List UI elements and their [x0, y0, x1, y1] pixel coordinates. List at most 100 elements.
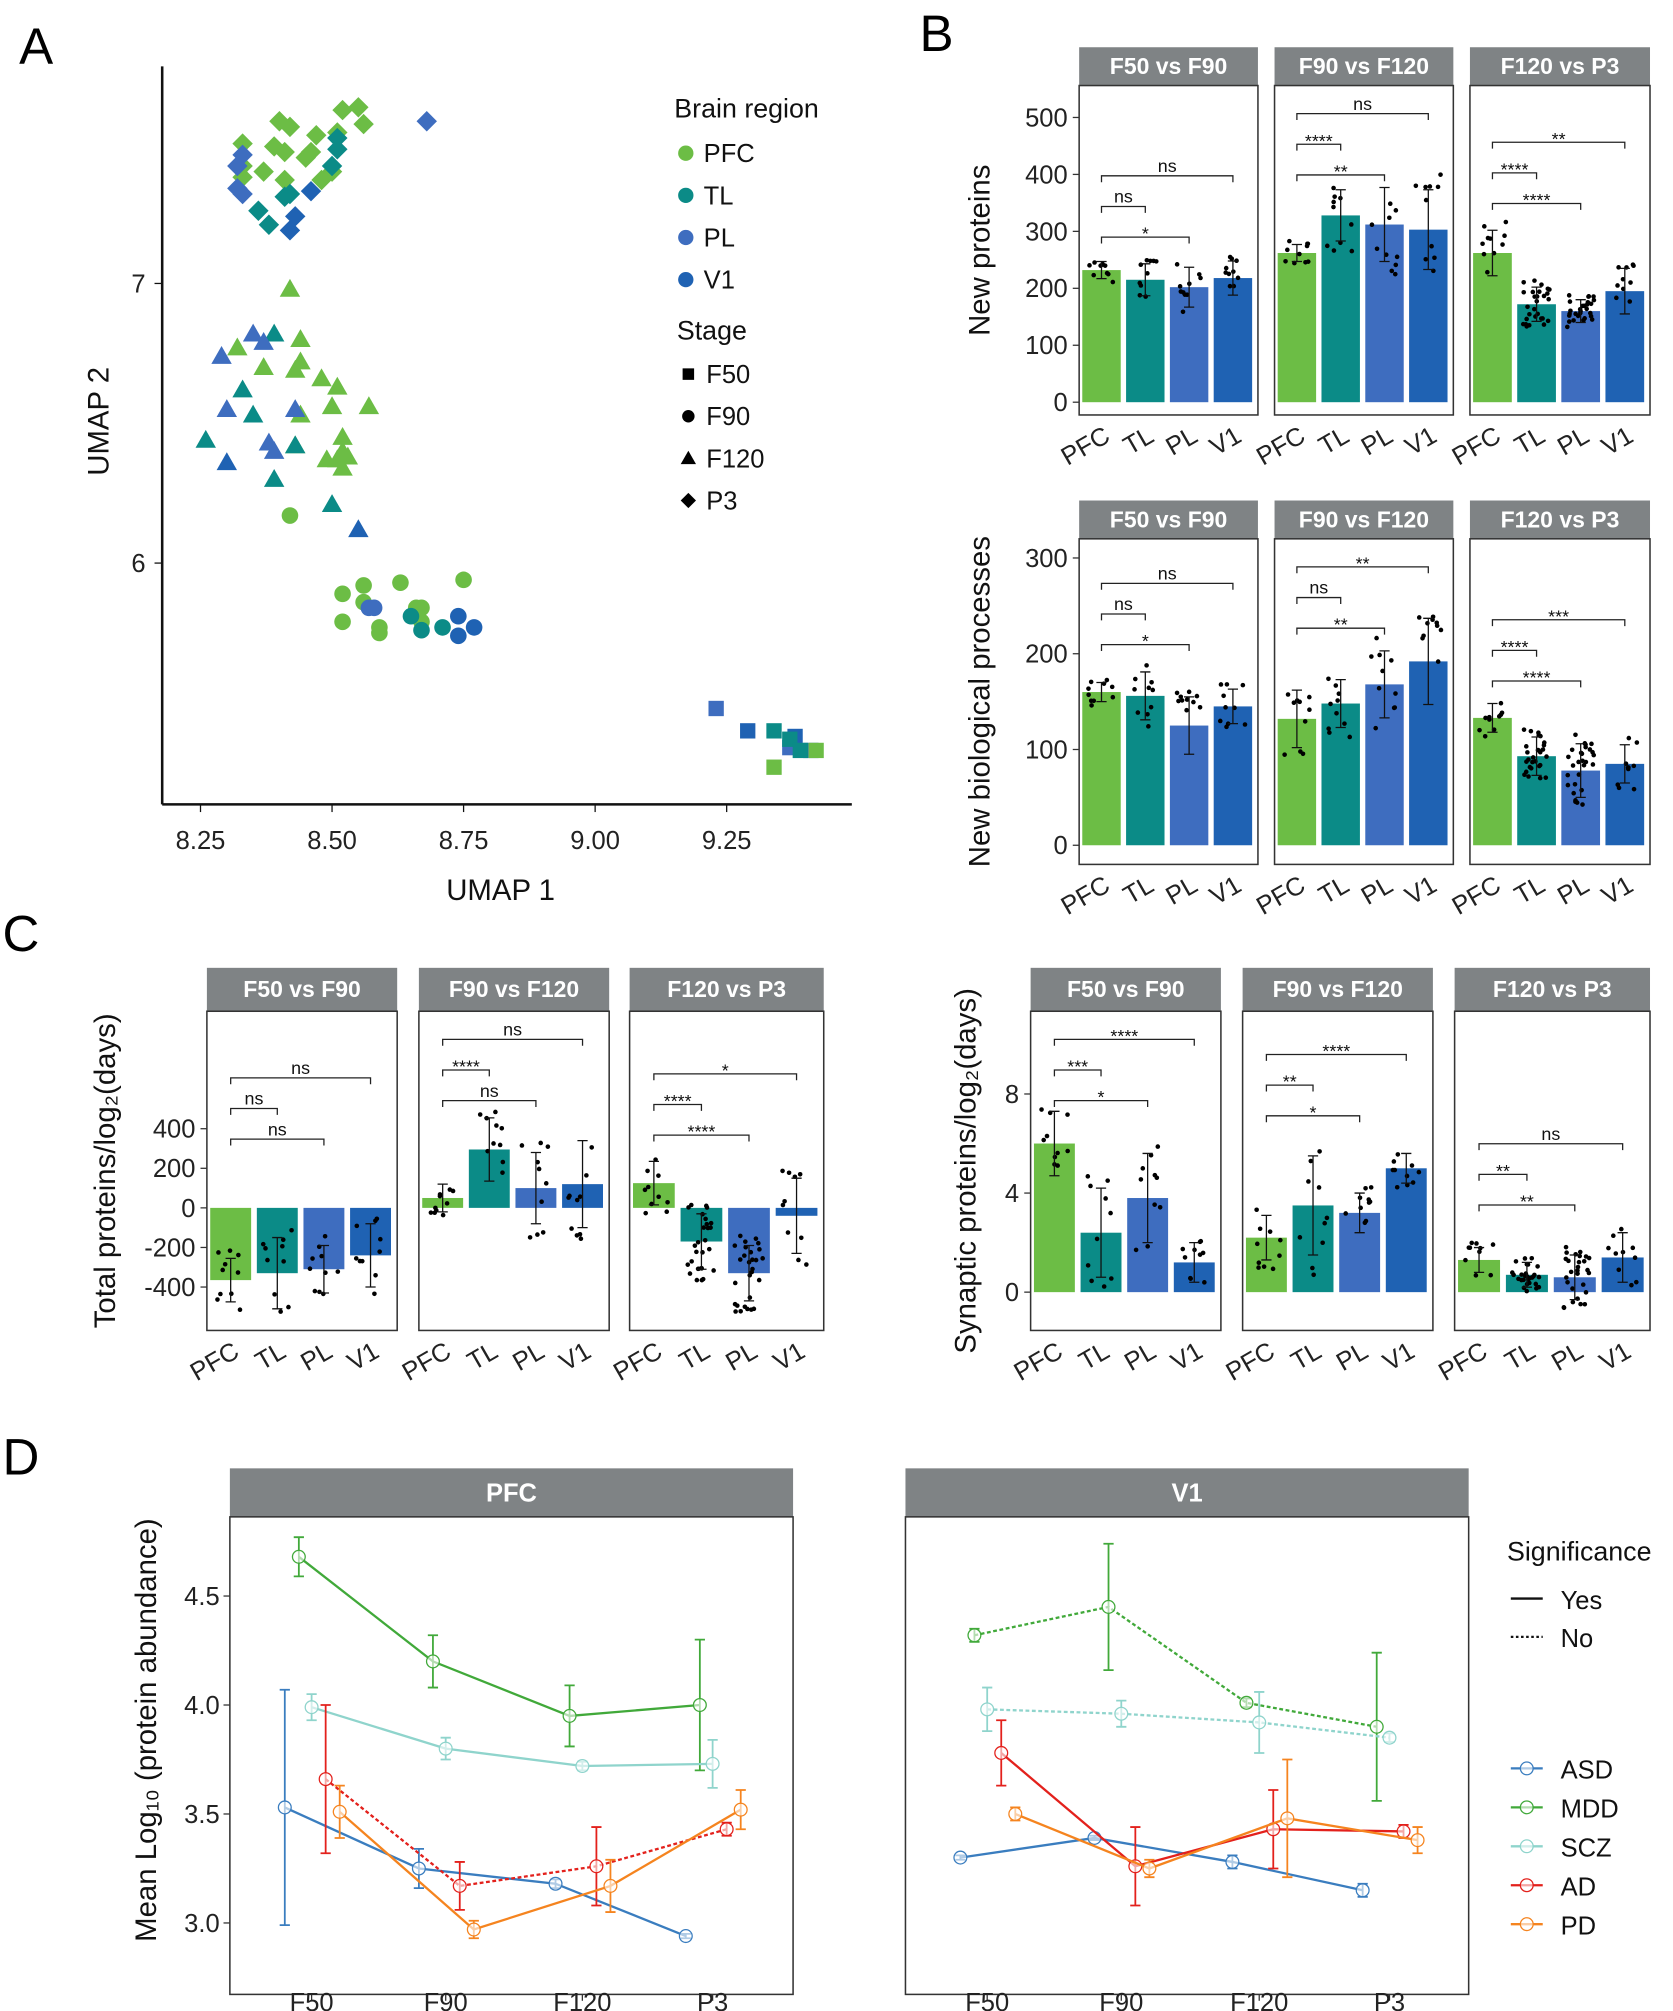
sample-dot: [1196, 272, 1202, 277]
sample-dot: [1513, 1259, 1519, 1264]
sample-dot: [1041, 1137, 1046, 1143]
data-point: [291, 1549, 306, 1564]
sample-dot: [1217, 718, 1223, 724]
sample-dot: [1529, 1255, 1535, 1261]
category-label: TL: [1510, 421, 1550, 460]
legend-label: SCZ: [1561, 1835, 1612, 1863]
sample-dot: [574, 1197, 580, 1203]
sample-dot: [1221, 693, 1226, 699]
sample-dot: [760, 1256, 765, 1261]
sample-dot: [1331, 185, 1336, 191]
sample-dot: [1349, 222, 1354, 227]
error-bar: [1261, 1214, 1272, 1261]
sample-dot: [1150, 687, 1156, 693]
sample-dot: [1537, 762, 1543, 768]
sample-dot: [1575, 1296, 1580, 1301]
sample-dot: [1580, 758, 1585, 764]
sample-dot: [1307, 694, 1312, 700]
sample-dot: [1177, 284, 1183, 289]
category-label: PFC: [1221, 1337, 1279, 1387]
series-line: [960, 1836, 1363, 1892]
sample-dot: [280, 1243, 285, 1249]
y-tick-label: -400: [144, 1274, 195, 1302]
data-point: [281, 507, 299, 524]
sample-dot: [1531, 1274, 1536, 1279]
sample-dot: [229, 1291, 234, 1297]
sample-dot: [1282, 752, 1287, 757]
series-ad: [318, 1704, 734, 1911]
sample-dot: [643, 1210, 648, 1216]
significance-bracket: [1100, 175, 1234, 183]
data-point: [321, 155, 343, 177]
error-bar: [272, 1236, 283, 1310]
sample-dot: [733, 1309, 738, 1314]
data-point: [353, 113, 374, 135]
error-bar: [1096, 681, 1107, 703]
sample-dot: [1575, 1264, 1581, 1270]
sample-dot: [1530, 289, 1536, 295]
sample-dot: [1435, 184, 1441, 190]
facet: F120 vs P3 ** ** ns PFC TL PL V1: [1434, 967, 1651, 1387]
sample-dot: [1527, 1280, 1532, 1286]
sample-dot: [1485, 269, 1490, 275]
sample-dot: [1463, 1257, 1468, 1263]
sample-dot: [1138, 1177, 1144, 1182]
legend-label: Yes: [1561, 1587, 1603, 1615]
sample-dot: [780, 1202, 786, 1208]
sample-dot: [307, 1266, 313, 1272]
significance-label: ns: [1309, 578, 1328, 598]
data-point: [1239, 1695, 1254, 1710]
sample-dot: [1563, 1244, 1569, 1250]
sample-dot: [1218, 682, 1224, 687]
sample-dot: [1469, 1240, 1475, 1246]
sample-dot: [1180, 1246, 1186, 1252]
sample-dot: [1579, 787, 1584, 793]
sample-dot: [578, 1236, 584, 1242]
sample-dot: [692, 1243, 698, 1248]
error-bar: [1531, 286, 1542, 322]
sample-dot: [1613, 1251, 1619, 1256]
sample-dot: [1584, 302, 1590, 307]
sample-dot: [1571, 318, 1576, 323]
data-point: [284, 399, 306, 417]
significance-bracket: [1053, 1099, 1149, 1108]
sample-dot: [1331, 199, 1336, 205]
data-point: [719, 1822, 734, 1837]
sample-dot: [1614, 295, 1619, 301]
category-label: PL: [1357, 421, 1398, 461]
data-point: [227, 337, 248, 356]
y-axis-title: New biological processes: [964, 536, 997, 867]
legend-label: P3: [706, 487, 737, 515]
data-point: [248, 200, 269, 221]
data-point: [994, 1745, 1009, 1760]
sample-dot: [1483, 715, 1488, 721]
sample-dot: [1487, 714, 1492, 720]
facet: F50 vs F90 * ns ns PFC TL PL V1: [1057, 47, 1259, 471]
sample-dot: [1087, 263, 1092, 268]
y-tick-label: 7: [131, 270, 145, 298]
error-bar: [1335, 189, 1346, 242]
sample-dot: [1536, 732, 1542, 738]
sample-dot: [1283, 258, 1288, 264]
sample-dot: [1586, 1270, 1592, 1276]
x-tick-label: 8.50: [307, 827, 357, 855]
significance-label: ****: [664, 1091, 692, 1111]
sample-dot: [1374, 635, 1379, 641]
data-point: [575, 1759, 590, 1774]
sample-dot: [1270, 1266, 1276, 1272]
sample-dot: [477, 1112, 483, 1117]
data-point: [232, 183, 253, 205]
category-label: PL: [1547, 1337, 1588, 1377]
data-point: [953, 1850, 968, 1865]
sample-dot: [1582, 1301, 1588, 1307]
data-point: [216, 452, 238, 471]
panel-d-legend: Significance Yes No ASD MDD SCZ AD PD: [1507, 1536, 1652, 1940]
error-bar: [648, 1160, 659, 1206]
error-bar: [1575, 743, 1586, 799]
sample-dot: [665, 1199, 670, 1205]
sample-dot: [1223, 705, 1228, 710]
facet: F90 vs F120 ** ns ** PFC TL PL V1: [1252, 500, 1455, 921]
significance-label: ***: [1067, 1057, 1088, 1077]
sample-dot: [1146, 724, 1151, 729]
